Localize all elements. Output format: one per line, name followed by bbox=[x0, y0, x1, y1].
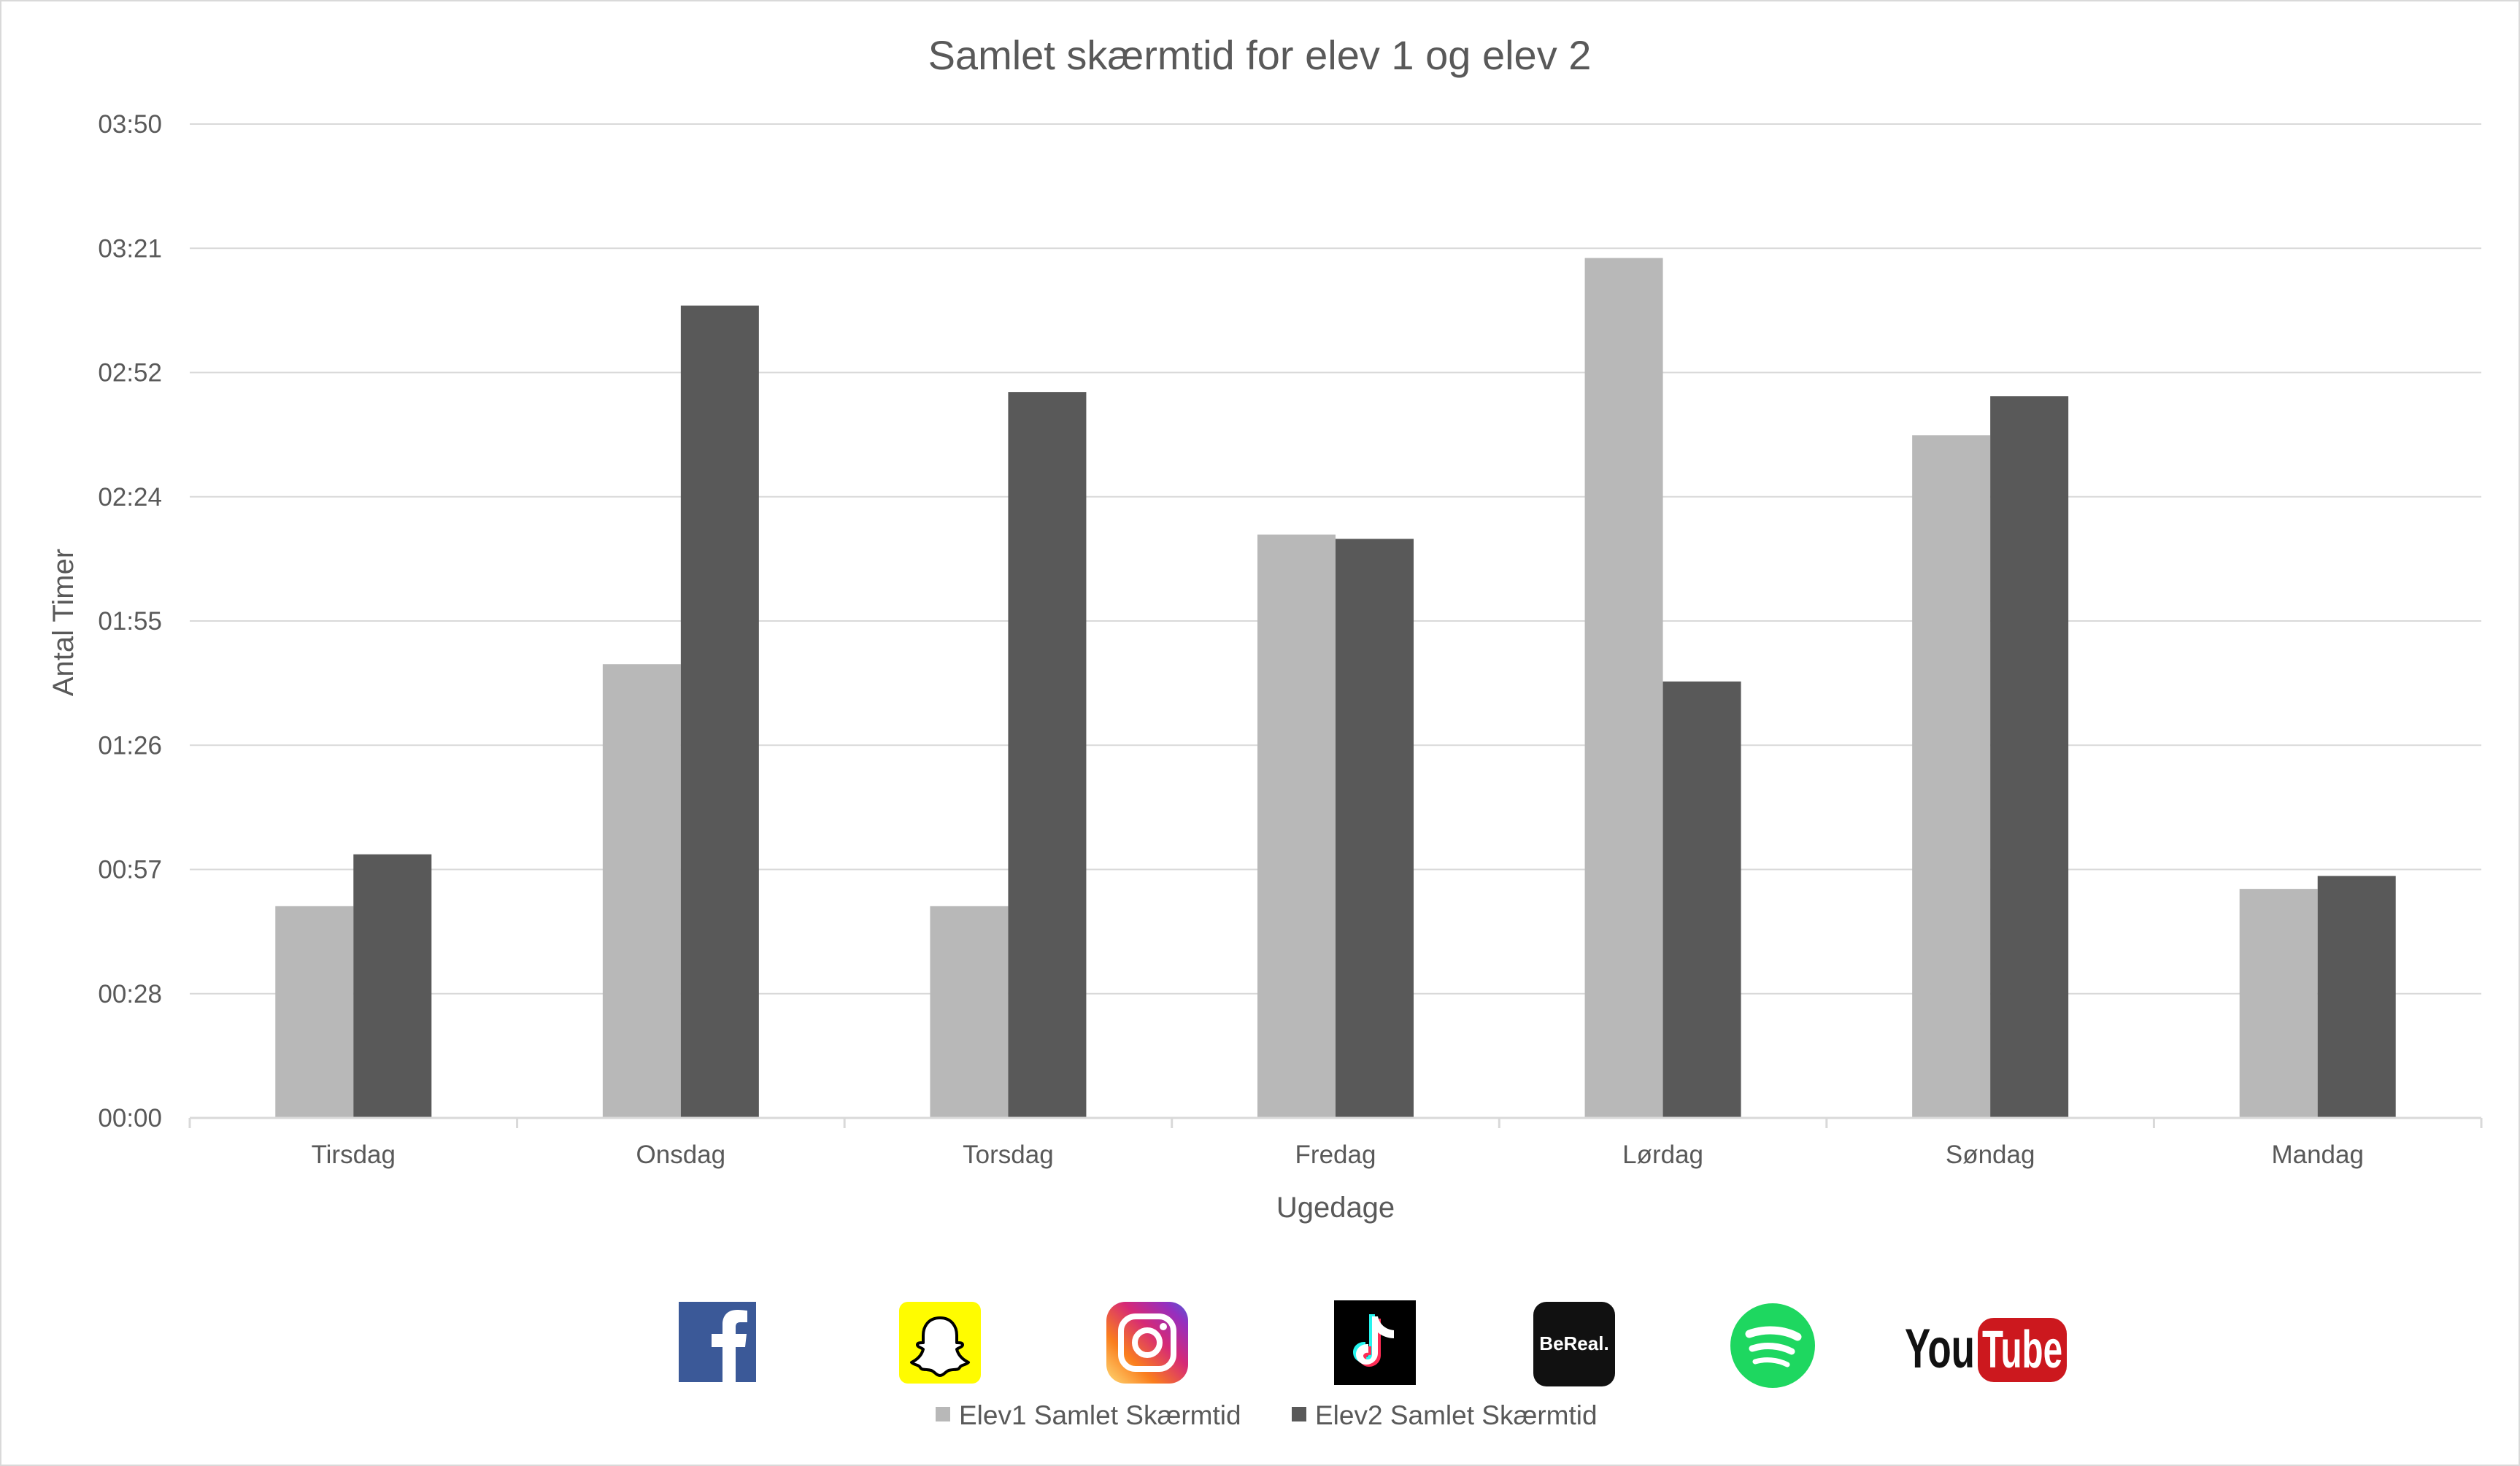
bar-elev2-tirsdag bbox=[353, 854, 432, 1118]
bar-elev1-mandag bbox=[2239, 889, 2318, 1118]
bar-elev1-søndag bbox=[1912, 435, 1991, 1118]
bereal-logo-text: BeReal. bbox=[1539, 1332, 1608, 1354]
bar-elev1-fredag bbox=[1257, 534, 1336, 1118]
bar-elev1-onsdag bbox=[602, 664, 681, 1118]
bar-elev2-lørdag bbox=[1662, 681, 1741, 1118]
y-tick-label: 03:50 bbox=[98, 110, 162, 139]
facebook-icon bbox=[679, 1302, 756, 1382]
instagram-icon bbox=[1106, 1302, 1188, 1384]
legend: Elev1 Samlet Skærmtid Elev2 Samlet Skærm… bbox=[936, 1400, 1598, 1430]
x-tick-label: Tirsdag bbox=[312, 1141, 396, 1169]
y-axis-ticks: 00:00 00:28 00:57 01:26 01:55 02:24 02:52 03:21… bbox=[98, 110, 162, 1133]
legend-label-elev2: Elev2 Samlet Skærmtid bbox=[1315, 1400, 1598, 1430]
bar-elev2-onsdag bbox=[680, 305, 759, 1119]
legend-swatch-elev1 bbox=[936, 1407, 950, 1421]
bars bbox=[275, 258, 2396, 1119]
y-tick-label: 00:28 bbox=[98, 980, 162, 1008]
bar-elev2-fredag bbox=[1336, 539, 1414, 1118]
youtube-icon: You Tube bbox=[1905, 1318, 2067, 1382]
x-axis-ticks: Tirsdag Onsdag Torsdag Fredag Lørdag Søndag Ma… bbox=[312, 1141, 2364, 1169]
y-tick-label: 03:21 bbox=[98, 234, 162, 263]
tiktok-icon bbox=[1334, 1300, 1416, 1385]
bar-elev2-mandag bbox=[2317, 876, 2396, 1118]
chart-title: Samlet skærmtid for elev 1 og elev 2 bbox=[928, 32, 1592, 78]
y-tick-label: 02:52 bbox=[98, 359, 162, 387]
y-tick-label: 00:57 bbox=[98, 856, 162, 884]
x-axis-label: Ugedage bbox=[1276, 1192, 1395, 1224]
y-axis-label: Antal Timer bbox=[47, 549, 80, 696]
x-tick-label: Onsdag bbox=[636, 1141, 726, 1169]
legend-swatch-elev2 bbox=[1292, 1407, 1306, 1421]
y-tick-label: 01:55 bbox=[98, 607, 162, 636]
x-tick-label: Torsdag bbox=[963, 1141, 1054, 1169]
x-tick-label: Søndag bbox=[1946, 1141, 2035, 1169]
bar-elev2-torsdag bbox=[1008, 392, 1087, 1118]
x-axis bbox=[188, 1116, 2483, 1128]
youtube-logo-you: You bbox=[1905, 1318, 1975, 1380]
bar-elev2-søndag bbox=[1990, 396, 2069, 1118]
bar-elev1-torsdag bbox=[930, 906, 1009, 1118]
spotify-icon bbox=[1730, 1303, 1815, 1388]
x-tick-label: Lørdag bbox=[1622, 1141, 1703, 1169]
bar-elev1-lørdag bbox=[1584, 258, 1663, 1118]
bereal-icon: BeReal. bbox=[1533, 1302, 1615, 1386]
y-tick-label: 02:24 bbox=[98, 483, 162, 512]
snapchat-icon bbox=[899, 1302, 981, 1384]
y-tick-label: 00:00 bbox=[98, 1104, 162, 1133]
bar-elev1-tirsdag bbox=[275, 906, 354, 1118]
x-tick-label: Fredag bbox=[1295, 1141, 1376, 1169]
youtube-logo-tube: Tube bbox=[1982, 1321, 2062, 1379]
x-tick-label: Mandag bbox=[2271, 1141, 2363, 1169]
legend-label-elev1: Elev1 Samlet Skærmtid bbox=[959, 1400, 1241, 1430]
gridlines bbox=[190, 123, 2481, 995]
y-tick-label: 01:26 bbox=[98, 731, 162, 760]
